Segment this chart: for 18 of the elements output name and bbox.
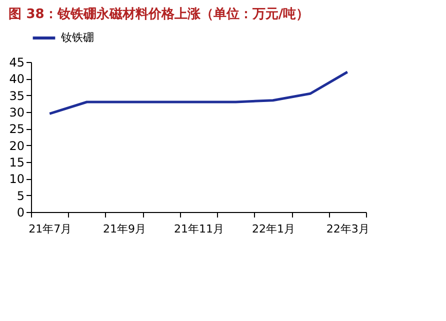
- y-tick-label: 45: [9, 56, 24, 70]
- x-tick-label: 21年9月: [103, 222, 146, 236]
- x-tick-label: 22年1月: [252, 222, 295, 236]
- y-tick-label: 25: [9, 122, 24, 136]
- y-tick-label: 15: [9, 156, 24, 170]
- chart-title: 图 38：钕铁硼永磁材料价格上涨（单位：万元/吨）: [8, 6, 310, 22]
- y-tick-label: 10: [9, 172, 24, 186]
- x-tick-label: 22年3月: [326, 222, 370, 236]
- y-tick-label: 20: [9, 138, 24, 153]
- y-tick-label: 5: [16, 188, 24, 203]
- y-tick-label: 30: [9, 106, 24, 120]
- y-tick-label: 40: [9, 72, 24, 86]
- x-tick-label: 21年7月: [28, 222, 72, 236]
- legend-label: 钕铁硼: [60, 31, 94, 44]
- y-tick-label: 0: [16, 206, 24, 220]
- x-tick-label: 21年11月: [174, 222, 224, 236]
- y-tick-label: 35: [9, 88, 24, 103]
- line-series: [48, 70, 349, 115]
